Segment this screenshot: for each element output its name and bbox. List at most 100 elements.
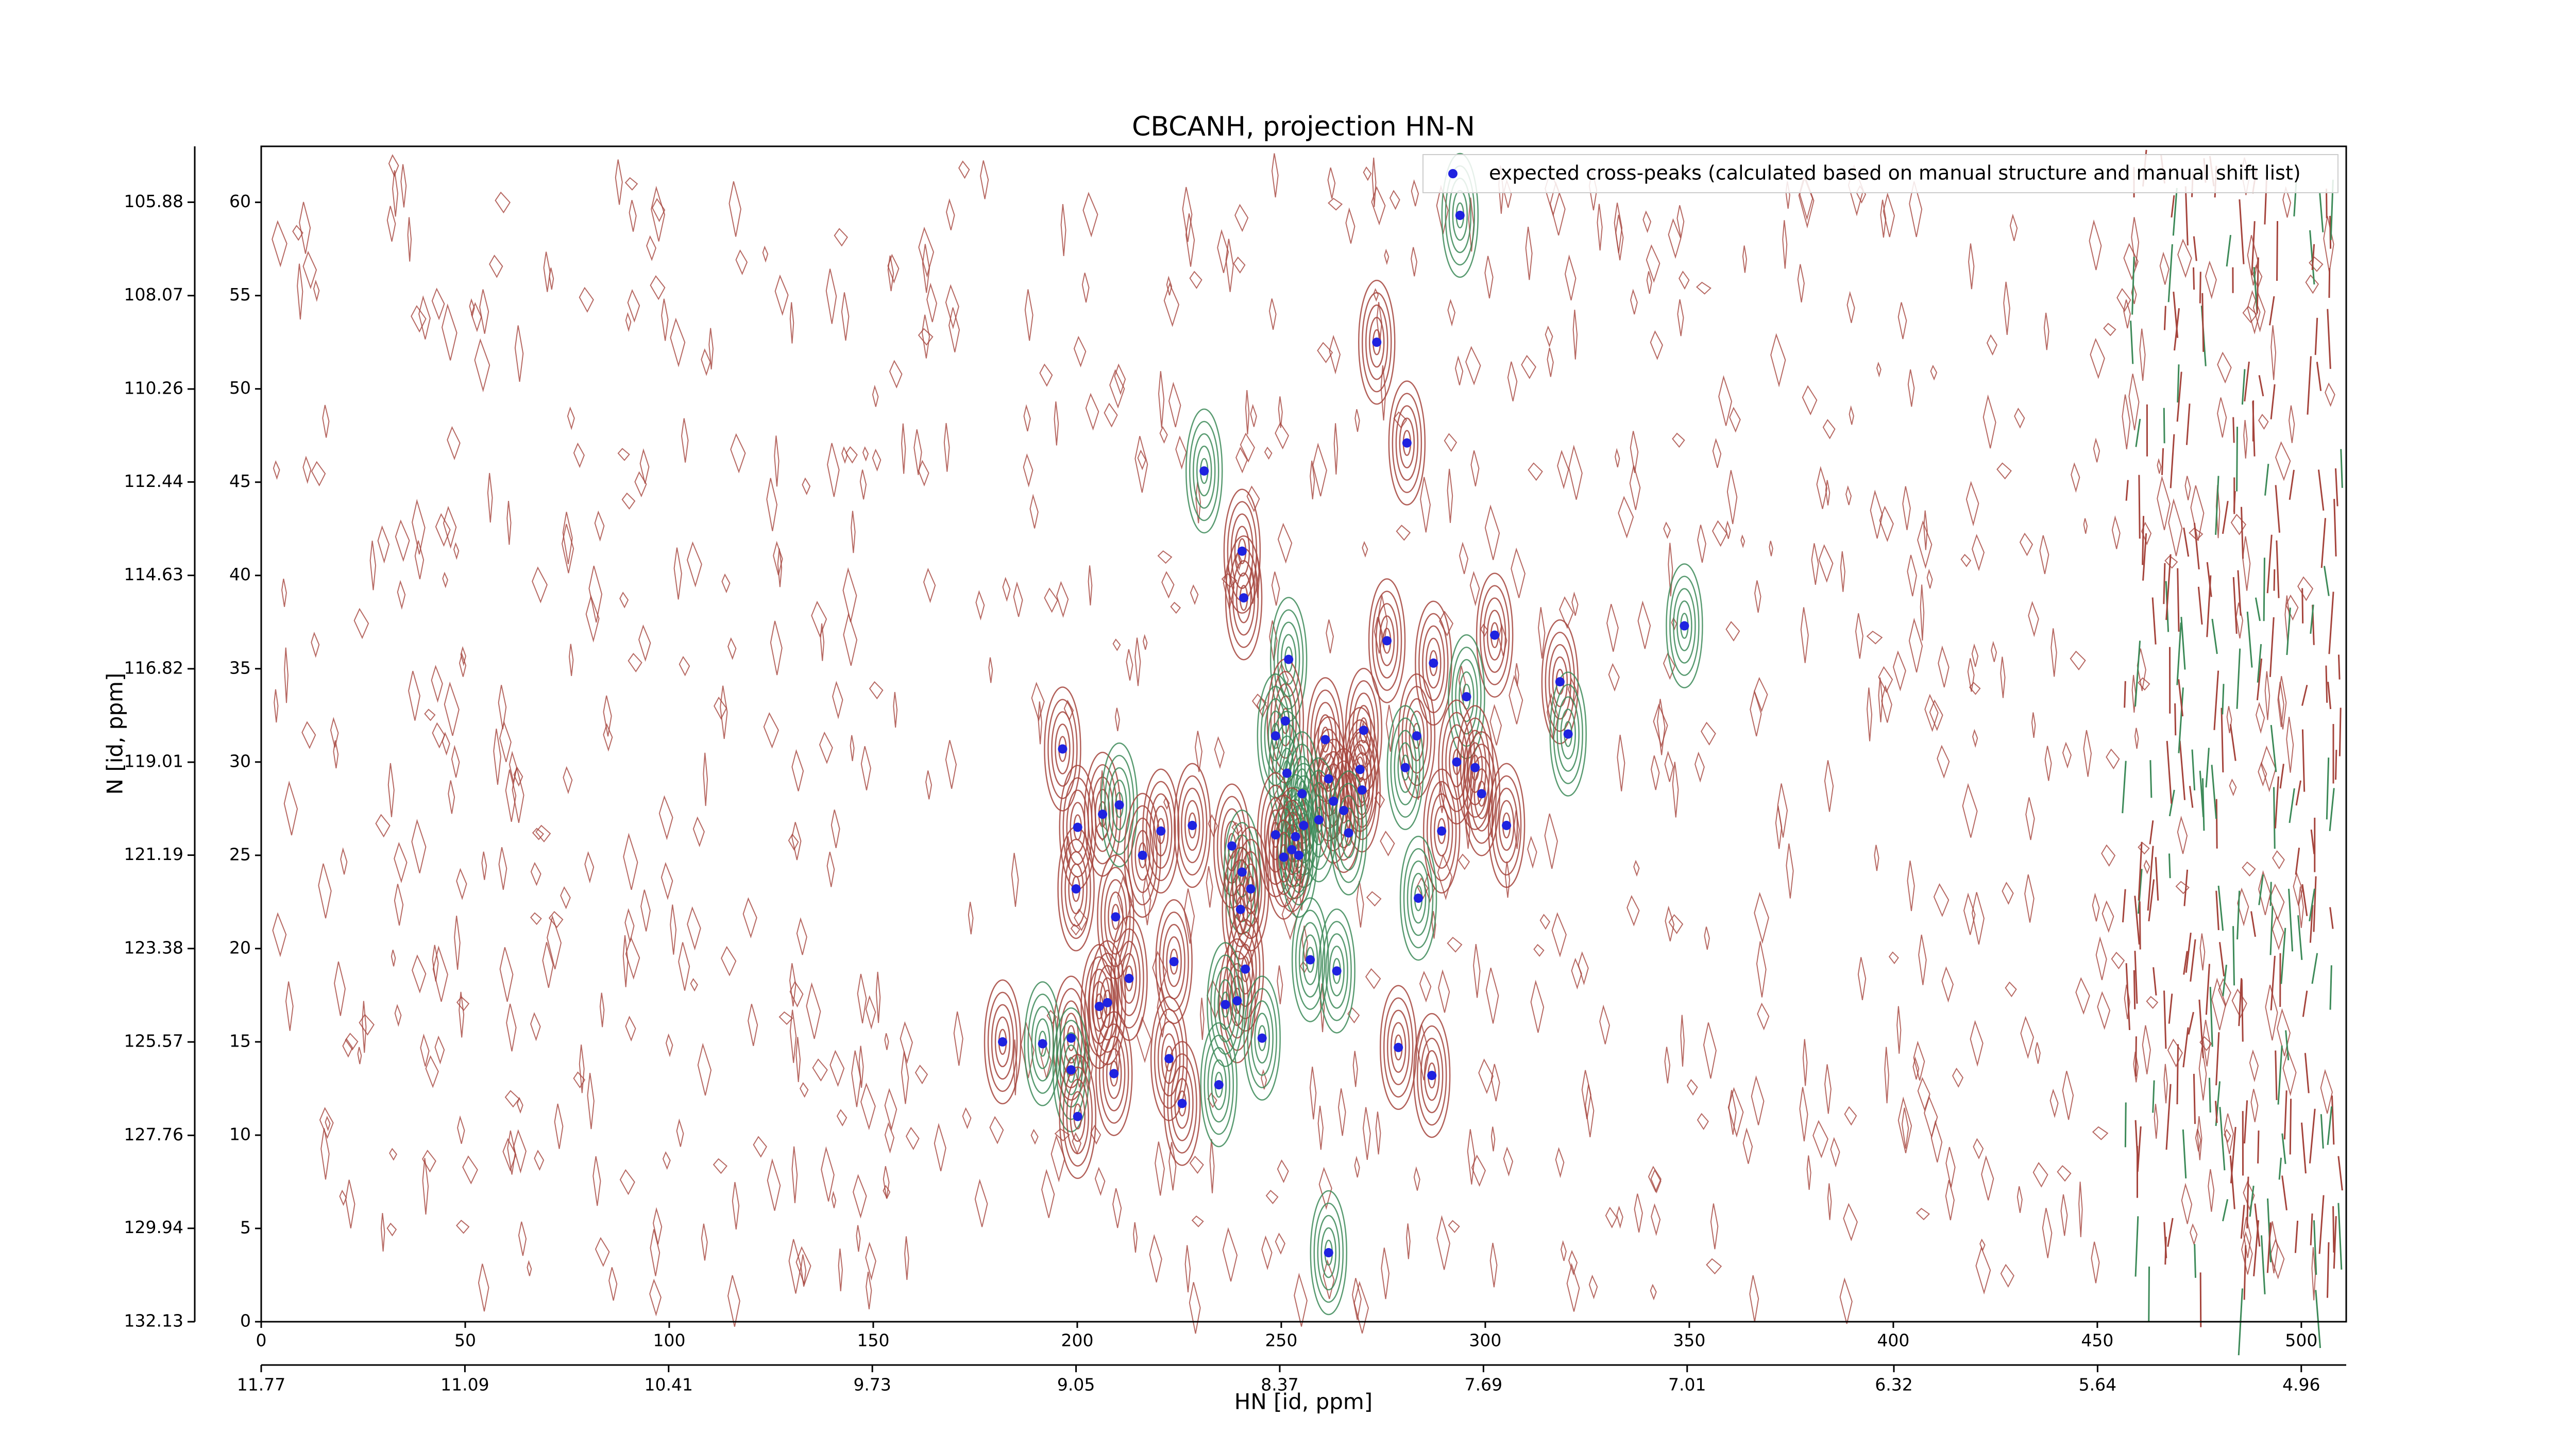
noise-contour — [1170, 601, 1181, 614]
noise-contour — [353, 608, 369, 639]
cross-peak — [1257, 1033, 1267, 1043]
noise-contour — [2246, 611, 2253, 668]
noise-contour — [1323, 1259, 1335, 1299]
noise-contour — [412, 954, 427, 994]
noise-contour — [1384, 248, 1389, 265]
noise-contour — [1775, 805, 1783, 849]
noise-contour — [2232, 577, 2238, 634]
noise-contour — [2241, 979, 2244, 1042]
noise-contour — [2334, 468, 2338, 507]
noise-contour — [345, 1180, 355, 1228]
noise-contour — [2255, 597, 2261, 621]
noise-contour — [1918, 934, 1927, 985]
noise-contour — [1827, 1183, 1832, 1220]
noise-contour — [1557, 449, 1569, 490]
noise-contour — [777, 548, 783, 587]
peak-contour — [1204, 1034, 1234, 1135]
noise-contour — [1800, 607, 1809, 663]
y-tick-label: 40 — [229, 564, 251, 584]
noise-contour — [831, 810, 840, 848]
noise-contour — [432, 945, 448, 1002]
noise-contour — [2122, 394, 2131, 450]
noise-contour — [2198, 999, 2204, 1058]
peak-contour — [1217, 979, 1233, 1030]
noise-contour — [1706, 1258, 1722, 1275]
peak-contour — [1669, 576, 1700, 676]
peak-contour — [1401, 685, 1432, 786]
noise-contour — [831, 1190, 837, 1208]
cross-peak — [1246, 884, 1256, 894]
noise-contour — [1114, 707, 1120, 732]
noise-contour — [2275, 485, 2281, 533]
noise-contour — [1278, 396, 1283, 428]
noise-contour — [665, 1033, 673, 1057]
cross-peak — [1359, 726, 1368, 735]
noise-contour — [1469, 571, 1480, 606]
noise-contour — [2309, 888, 2316, 922]
noise-contour — [506, 1003, 517, 1052]
noise-contour — [2177, 815, 2188, 854]
noise-contour — [505, 769, 517, 822]
noise-contour — [2293, 872, 2303, 906]
noise-contour — [453, 542, 460, 560]
noise-contour — [883, 1185, 891, 1200]
noise-contour — [1545, 325, 1553, 348]
noise-contour — [333, 740, 339, 769]
noise-contour — [943, 423, 950, 472]
noise-contour — [1547, 347, 1554, 377]
peak-contour — [1064, 851, 1088, 927]
peak-contour — [1362, 292, 1392, 393]
noise-contour — [1458, 853, 1470, 870]
noise-contour — [2184, 186, 2189, 246]
noise-contour — [2199, 1272, 2202, 1327]
noise-contour — [2179, 740, 2186, 800]
cross-peak — [1320, 735, 1330, 745]
peak-contour — [1250, 1000, 1274, 1076]
noise-contour — [2242, 536, 2251, 591]
peak-contour — [1403, 848, 1434, 949]
noise-contour — [1328, 197, 1343, 211]
noise-contour — [1155, 1141, 1165, 1196]
noise-contour — [2025, 797, 2035, 840]
noise-contour — [687, 906, 701, 951]
noise-contour — [1991, 641, 1997, 662]
noise-contour — [629, 200, 637, 232]
noise-contour — [1195, 482, 1201, 524]
noise-contour — [1352, 1278, 1362, 1320]
peak-contour — [1104, 754, 1134, 855]
cross-peak — [1058, 744, 1067, 754]
x2-tick-label: 10.41 — [645, 1375, 693, 1395]
noise-contour — [1909, 181, 1923, 238]
cross-peak — [1066, 1065, 1076, 1075]
noise-contour — [448, 780, 455, 814]
y-tick-label: 15 — [229, 1031, 251, 1051]
noise-contour — [2249, 1049, 2259, 1083]
y2-tick-label: 127.76 — [124, 1124, 183, 1144]
noise-contour — [2205, 748, 2210, 788]
noise-contour — [2307, 356, 2312, 415]
noise-contour — [1630, 431, 1639, 473]
noise-contour — [1190, 584, 1199, 605]
noise-contour — [2231, 988, 2247, 1019]
noise-contour — [2294, 1220, 2299, 1253]
noise-contour — [1380, 830, 1395, 857]
peak-contour — [987, 991, 1018, 1092]
peak-contour — [1200, 1022, 1238, 1148]
noise-contour — [283, 780, 298, 836]
noise-contour — [1484, 504, 1500, 560]
noise-contour — [1806, 1155, 1811, 1190]
peak-contour — [1066, 1079, 1089, 1154]
cross-peak — [1314, 815, 1324, 825]
noise-contour — [762, 245, 769, 263]
noise-contour — [1664, 750, 1674, 782]
noise-contour — [670, 317, 686, 367]
noise-contour — [2258, 870, 2271, 915]
noise-contour — [548, 911, 564, 929]
noise-contour — [478, 1263, 489, 1312]
noise-contour — [562, 524, 574, 574]
noise-contour — [1704, 926, 1710, 950]
noise-contour — [2333, 1216, 2337, 1269]
noise-contour — [2134, 728, 2139, 749]
peak-contour — [1189, 420, 1219, 521]
noise-contour — [1930, 1120, 1943, 1162]
